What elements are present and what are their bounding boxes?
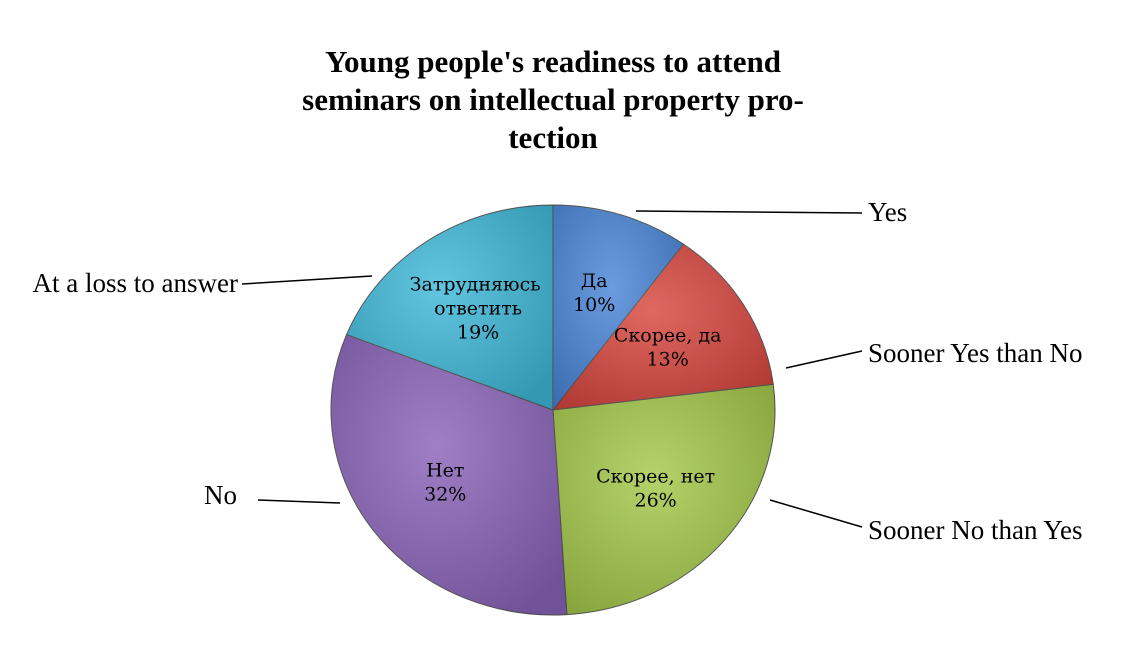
label-line: ответить xyxy=(434,297,522,319)
slice-category: Нет xyxy=(426,459,464,481)
slice-value-label: 10% xyxy=(573,294,615,316)
slice-shade xyxy=(553,244,774,410)
chart-title: tection xyxy=(508,120,598,155)
callout-line xyxy=(769,499,863,528)
chart-title: Young people's readiness to attend xyxy=(325,44,781,79)
slice-shade xyxy=(346,205,553,410)
slice-value-label: 13% xyxy=(647,348,689,370)
slice-category: Затрудняюсь ответить xyxy=(410,273,547,319)
slice-category: Да xyxy=(581,270,608,292)
chart-title: seminars on intellectual property pro- xyxy=(302,82,804,117)
callout-line xyxy=(635,210,863,214)
callout-label: At a loss to answer xyxy=(33,268,238,298)
callout-line xyxy=(785,350,863,369)
slice-category: Скорее, нет xyxy=(596,465,715,487)
callout-label: Yes xyxy=(868,197,907,227)
callout-label: Sooner No than Yes xyxy=(868,515,1083,545)
slice-shade xyxy=(553,384,775,615)
callout-label: No xyxy=(204,480,237,510)
slice-value-label: 19% xyxy=(457,321,499,343)
callout-label: Sooner Yes than No xyxy=(868,338,1083,368)
slice-value-label: 32% xyxy=(424,483,466,505)
label-line: Затрудняюсь xyxy=(410,273,547,295)
slice-value-label: 26% xyxy=(635,489,677,511)
slice-shade xyxy=(553,205,684,410)
callout-line xyxy=(257,499,341,504)
slice-category: Скорее, да xyxy=(614,324,722,346)
callout-line xyxy=(241,275,373,285)
slice-shade xyxy=(331,334,567,615)
